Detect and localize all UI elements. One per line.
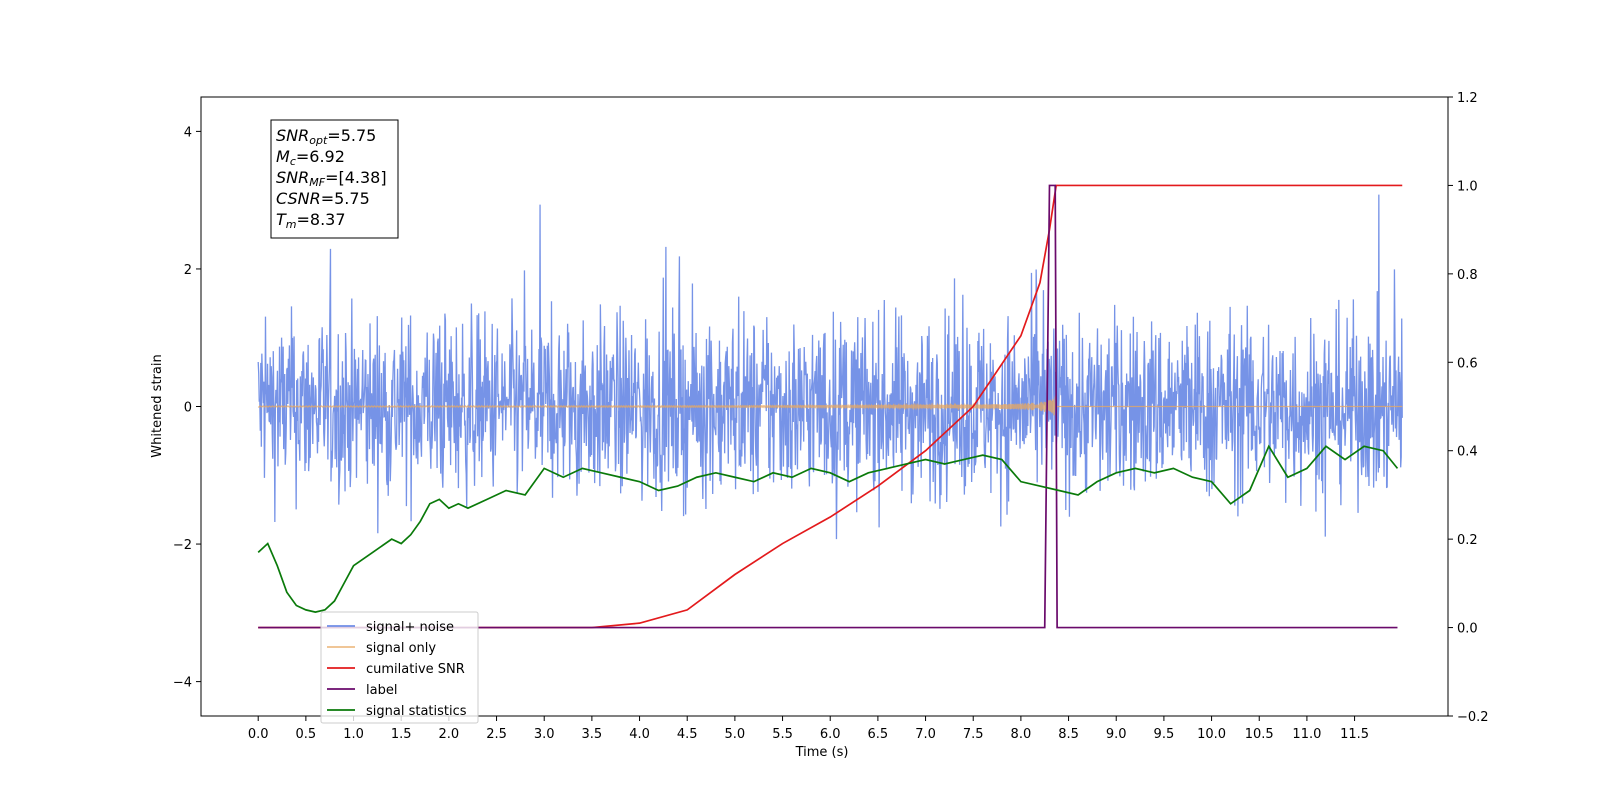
y-right-tick-label: −0.2 — [1457, 710, 1489, 725]
x-tick-label: 7.0 — [915, 727, 936, 742]
stats-line: SNRMF=[4.38] — [276, 168, 387, 189]
x-tick-label: 0.5 — [296, 727, 317, 742]
x-axis-label: Time (s) — [795, 745, 849, 760]
x-tick-label: 1.5 — [391, 727, 412, 742]
stats-box-frame — [270, 119, 399, 239]
y-axis-left: −4 −2 0 2 4 — [173, 125, 201, 691]
y-left-tick-label: 2 — [184, 263, 192, 278]
legend: signal+ noise signal only cumilative SNR la… — [320, 611, 479, 724]
legend-frame — [320, 611, 479, 724]
series-label-line — [258, 184, 1398, 629]
y-right-tick-label: 0.2 — [1457, 533, 1478, 548]
legend-entry: signal only — [366, 641, 436, 656]
x-tick-label: 9.0 — [1106, 727, 1127, 742]
x-tick-label: 3.0 — [534, 727, 555, 742]
legend-entry: cumilative SNR — [366, 662, 465, 677]
x-tick-label: 0.0 — [248, 727, 269, 742]
y-right-tick-label: 1.0 — [1457, 179, 1478, 194]
stats-line: Tm=8.37 — [276, 210, 346, 231]
x-tick-label: 10.5 — [1245, 727, 1274, 742]
legend-entry: label — [366, 683, 397, 698]
series-signal-only-line — [257, 394, 1403, 416]
y-right-tick-label: 0.4 — [1457, 445, 1478, 460]
y-left-tick-label: 0 — [184, 401, 192, 416]
x-tick-label: 9.5 — [1154, 727, 1175, 742]
plot-area — [257, 184, 1403, 629]
x-tick-label: 3.5 — [582, 727, 603, 742]
y-left-tick-label: −4 — [173, 676, 192, 691]
x-tick-label: 2.0 — [439, 727, 460, 742]
legend-entry: signal+ noise — [366, 620, 454, 635]
y-axis-left-label: Whitened strain — [150, 354, 165, 457]
stats-line: SNRopt=5.75 — [276, 126, 376, 147]
x-tick-label: 5.5 — [772, 727, 793, 742]
x-tick-label: 10.0 — [1197, 727, 1226, 742]
x-tick-label: 11.0 — [1292, 727, 1321, 742]
y-right-tick-label: 0.0 — [1457, 622, 1478, 637]
y-right-tick-label: 1.2 — [1457, 91, 1478, 106]
x-tick-label: 1.0 — [343, 727, 364, 742]
x-tick-label: 4.5 — [677, 727, 698, 742]
y-left-tick-label: −2 — [173, 538, 192, 553]
series-cumulative-snr-line — [258, 184, 1403, 629]
y-right-tick-label: 0.6 — [1457, 356, 1478, 371]
x-tick-label: 5.0 — [725, 727, 746, 742]
y-left-tick-label: 4 — [184, 125, 192, 140]
stats-line: Mc=6.92 — [276, 147, 345, 168]
series-signal-noise-line — [257, 194, 1403, 540]
x-tick-label: 8.0 — [1011, 727, 1032, 742]
x-tick-label: 6.5 — [868, 727, 889, 742]
x-tick-label: 4.0 — [629, 727, 650, 742]
x-tick-label: 7.5 — [963, 727, 984, 742]
x-tick-label: 6.0 — [820, 727, 841, 742]
legend-entry: signal statistics — [366, 704, 467, 719]
x-tick-label: 8.5 — [1058, 727, 1079, 742]
x-tick-label: 2.5 — [486, 727, 507, 742]
stats-line: CSNR=5.75 — [276, 189, 370, 208]
x-tick-label: 11.5 — [1340, 727, 1369, 742]
x-axis: 0.0 0.5 1.0 1.5 2.0 2.5 3.0 3.5 4.0 4.5 5.0 5.5 6.0 6… — [248, 716, 1369, 742]
series-signal-statistics-line — [257, 444, 1399, 613]
y-right-tick-label: 0.8 — [1457, 268, 1478, 283]
y-axis-right: −0.2 0.0 0.2 0.4 0.6 0.8 1.0 1.2 — [1448, 91, 1489, 725]
